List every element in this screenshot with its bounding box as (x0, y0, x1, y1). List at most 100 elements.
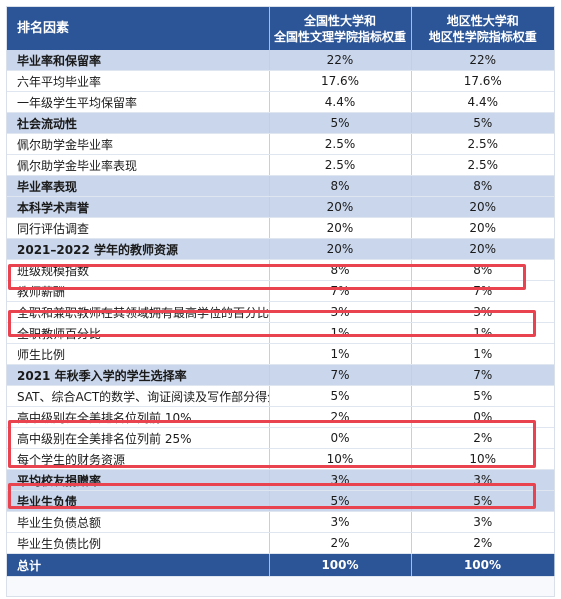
table-row: 同行评估调查 20% 20% (7, 217, 554, 239)
row-factor: 毕业生负债比例 (7, 532, 270, 554)
row-factor: 2021 年秋季入学的学生选择率 (7, 364, 270, 386)
header-regional-line2: 地区性学院指标权重 (428, 29, 537, 44)
table-row: 每个学生的财务资源 10% 10% (7, 448, 554, 470)
table-row: 毕业生负债 5% 5% (7, 490, 554, 512)
table-row: 全职和兼职教师在其领域拥有最高学位的百分比 3% 3% (7, 301, 554, 323)
row-factor: 佩尔助学金毕业率 (7, 133, 270, 155)
row-national-weight: 3% (269, 469, 412, 491)
total-row: 总计 100% 100% (7, 553, 555, 577)
row-regional-weight: 20% (411, 217, 554, 239)
table-row: SAT、综合ACT的数学、询证阅读及写作部分得分 5% 5% (7, 385, 554, 407)
row-factor: 高中级别在全美排名位列前 10% (7, 406, 270, 428)
row-factor: 教师薪酬 (7, 280, 270, 302)
row-regional-weight: 1% (411, 343, 554, 365)
row-regional-weight: 8% (411, 259, 554, 281)
row-factor: 师生比例 (7, 343, 270, 365)
row-factor: 同行评估调查 (7, 217, 270, 239)
row-factor: 全职教师百分比 (7, 322, 270, 344)
row-regional-weight: 4.4% (411, 91, 554, 113)
table-row: 毕业率表现 8% 8% (7, 175, 554, 197)
total-regional-weight: 100% (411, 553, 555, 577)
table-row: 佩尔助学金毕业率 2.5% 2.5% (7, 133, 554, 155)
row-factor: 毕业生负债总额 (7, 511, 270, 533)
ranking-weights-table-container: 排名因素 全国性大学和 全国性文理学院指标权重 地区性大学和 地区性学院指标权重… (6, 6, 555, 597)
row-national-weight: 0% (269, 427, 412, 449)
row-factor: 本科学术声誉 (7, 196, 270, 218)
table-row: 教师薪酬 7% 7% (7, 280, 554, 302)
table-row: 2021 年秋季入学的学生选择率 7% 7% (7, 364, 554, 386)
row-regional-weight: 2% (411, 532, 554, 554)
row-factor: 高中级别在全美排名位列前 25% (7, 427, 270, 449)
header-regional: 地区性大学和 地区性学院指标权重 (411, 7, 554, 50)
row-national-weight: 5% (269, 112, 412, 134)
table-row: 毕业率和保留率 22% 22% (7, 50, 554, 71)
row-regional-weight: 2.5% (411, 133, 554, 155)
row-regional-weight: 20% (411, 196, 554, 218)
table-row: 高中级别在全美排名位列前 10% 2% 0% (7, 406, 554, 428)
table-row: 平均校友捐赠率 3% 3% (7, 469, 554, 491)
total-national-weight: 100% (269, 553, 412, 577)
row-factor: 平均校友捐赠率 (7, 469, 270, 491)
header-national-line2: 全国性文理学院指标权重 (273, 29, 406, 44)
row-national-weight: 2% (269, 406, 412, 428)
ranking-weights-table: 排名因素 全国性大学和 全国性文理学院指标权重 地区性大学和 地区性学院指标权重… (7, 7, 555, 577)
row-regional-weight: 3% (411, 301, 554, 323)
header-factor: 排名因素 (7, 7, 270, 50)
row-factor: 毕业生负债 (7, 490, 270, 512)
row-regional-weight: 17.6% (411, 70, 554, 92)
row-regional-weight: 10% (411, 448, 554, 470)
table-row: 社会流动性 5% 5% (7, 112, 554, 134)
table-row: 毕业生负债比例 2% 2% (7, 532, 554, 554)
table-row: 六年平均毕业率 17.6% 17.6% (7, 70, 554, 92)
row-national-weight: 3% (269, 301, 412, 323)
row-national-weight: 7% (269, 364, 412, 386)
row-regional-weight: 8% (411, 175, 554, 197)
table-row: 2021–2022 学年的教师资源 20% 20% (7, 238, 554, 260)
row-factor: 全职和兼职教师在其领域拥有最高学位的百分比 (7, 301, 270, 323)
row-national-weight: 10% (269, 448, 412, 470)
header-national-line1: 全国性大学和 (303, 13, 376, 28)
row-national-weight: 20% (269, 196, 412, 218)
row-regional-weight: 5% (411, 112, 554, 134)
row-factor: 毕业率和保留率 (7, 50, 270, 71)
row-factor: 佩尔助学金毕业率表现 (7, 154, 270, 176)
row-factor: SAT、综合ACT的数学、询证阅读及写作部分得分 (7, 385, 270, 407)
row-national-weight: 17.6% (269, 70, 412, 92)
row-national-weight: 2% (269, 532, 412, 554)
row-national-weight: 22% (269, 50, 412, 71)
header-national: 全国性大学和 全国性文理学院指标权重 (269, 7, 412, 50)
row-factor: 毕业率表现 (7, 175, 270, 197)
table-row: 高中级别在全美排名位列前 25% 0% 2% (7, 427, 554, 449)
row-national-weight: 2.5% (269, 154, 412, 176)
row-national-weight: 8% (269, 175, 412, 197)
row-regional-weight: 2% (411, 427, 554, 449)
table-row: 全职教师百分比 1% 1% (7, 322, 554, 344)
row-regional-weight: 5% (411, 385, 554, 407)
row-national-weight: 1% (269, 343, 412, 365)
row-national-weight: 8% (269, 259, 412, 281)
row-national-weight: 4.4% (269, 91, 412, 113)
row-national-weight: 5% (269, 490, 412, 512)
table-row: 一年级学生平均保留率 4.4% 4.4% (7, 91, 554, 113)
row-national-weight: 2.5% (269, 133, 412, 155)
row-factor: 2021–2022 学年的教师资源 (7, 238, 270, 260)
header-regional-line1: 地区性大学和 (446, 13, 519, 28)
row-regional-weight: 3% (411, 469, 554, 491)
row-regional-weight: 5% (411, 490, 554, 512)
row-national-weight: 20% (269, 238, 412, 260)
table-row: 本科学术声誉 20% 20% (7, 196, 554, 218)
row-regional-weight: 7% (411, 280, 554, 302)
row-factor: 每个学生的财务资源 (7, 448, 270, 470)
row-national-weight: 7% (269, 280, 412, 302)
table-row: 班级规模指数 8% 8% (7, 259, 554, 281)
row-factor: 一年级学生平均保留率 (7, 91, 270, 113)
table-row: 师生比例 1% 1% (7, 343, 554, 365)
row-regional-weight: 20% (411, 238, 554, 260)
total-label: 总计 (7, 553, 270, 577)
row-regional-weight: 2.5% (411, 154, 554, 176)
row-national-weight: 20% (269, 217, 412, 239)
row-regional-weight: 22% (411, 50, 554, 71)
row-factor: 社会流动性 (7, 112, 270, 134)
row-regional-weight: 3% (411, 511, 554, 533)
row-national-weight: 3% (269, 511, 412, 533)
